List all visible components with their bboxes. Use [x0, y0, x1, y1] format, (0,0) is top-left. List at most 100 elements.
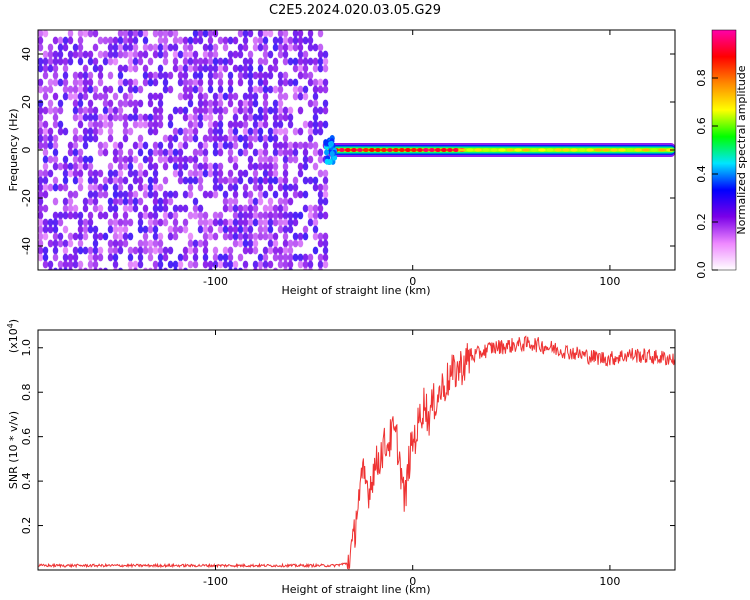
- spectrogram-cell: [157, 43, 164, 52]
- spectrogram-cell: [232, 36, 239, 45]
- signal-peak: [578, 148, 587, 152]
- spectrogram-cell: [82, 246, 89, 255]
- spectrogram-cell: [137, 57, 144, 66]
- spectrogram-cell: [67, 253, 74, 262]
- spectrogram-cell: [152, 183, 159, 192]
- spectrogram-cell: [232, 155, 239, 164]
- spectrogram-cell: [157, 260, 164, 269]
- spectrogram-cell: [72, 71, 79, 80]
- spectrogram-cell: [152, 141, 159, 150]
- spectrogram-cell: [267, 50, 274, 59]
- spectrogram-cell: [72, 155, 79, 164]
- spectrogram-cell: [232, 127, 239, 136]
- spectrogram-cell: [237, 239, 244, 248]
- spectrogram-cell: [132, 36, 139, 45]
- spectrogram-cell: [112, 239, 119, 248]
- signal-peak: [416, 148, 423, 152]
- spectrogram-cell: [167, 134, 174, 143]
- spectrogram-cell: [47, 43, 54, 52]
- spectrogram-cell: [312, 225, 319, 234]
- spectrogram-cell: [282, 197, 289, 206]
- spectrogram-cell: [142, 141, 149, 150]
- spectrogram-cell: [82, 162, 89, 171]
- spectrogram-cell: [252, 239, 259, 248]
- spectrogram-cell: [267, 211, 274, 220]
- spectrogram-cell: [142, 211, 149, 220]
- spectrogram-cell: [172, 127, 179, 136]
- spectrogram-cell: [152, 197, 159, 206]
- spectrogram-cell: [162, 85, 169, 94]
- spectrogram-cell: [227, 218, 234, 227]
- spectrogram-cell: [257, 183, 264, 192]
- spectrogram-cell: [267, 155, 274, 164]
- spectrogram-cell: [142, 155, 149, 164]
- spectrogram-cell: [192, 211, 199, 220]
- spectrogram-cell: [97, 183, 104, 192]
- spectrogram-cell: [292, 218, 299, 227]
- spectrogram-cell: [262, 267, 269, 270]
- spectrogram-cell: [42, 92, 49, 101]
- spectrogram-cell: [267, 85, 274, 94]
- spectrogram-cell: [262, 218, 269, 227]
- spectrogram-cell: [197, 78, 204, 87]
- spectrogram-cell: [62, 71, 69, 80]
- spectrogram-cell: [97, 141, 104, 150]
- spectrogram-cell: [317, 253, 324, 262]
- spectrogram-cell: [292, 155, 299, 164]
- signal-peak: [490, 148, 499, 152]
- spectrogram-cell: [87, 197, 94, 206]
- spectrogram-cell: [202, 155, 209, 164]
- spectrogram-cell: [127, 92, 134, 101]
- spectrogram-cell: [317, 57, 324, 66]
- spectrogram-cell: [207, 43, 214, 52]
- spectrogram-cell: [62, 92, 69, 101]
- spectrogram-cell: [202, 92, 209, 101]
- spectrogram-cell: [152, 113, 159, 122]
- spectrogram-cell: [142, 64, 149, 73]
- spectrogram-cell: [307, 43, 314, 52]
- spectrogram-cell: [77, 50, 84, 59]
- spectrogram-cell: [252, 218, 259, 227]
- spectrogram-x-label: Height of straight line (km): [281, 284, 430, 297]
- spectrogram-cell: [112, 92, 119, 101]
- spectrogram-cell: [282, 106, 289, 115]
- spectrogram-cell: [217, 106, 224, 115]
- spectrogram-cell: [57, 57, 64, 66]
- spectrogram-cell: [247, 246, 254, 255]
- spectrogram-cell: [257, 260, 264, 269]
- spectrogram-cell: [87, 120, 94, 129]
- spectrogram-cell: [322, 106, 329, 115]
- spectrogram-cell: [262, 36, 269, 45]
- spectrogram-cell: [302, 260, 309, 269]
- colorbar-ticks: 0.0 0.2 0.4 0.6 0.8: [695, 69, 718, 279]
- spectrogram-cell: [237, 148, 244, 157]
- signal-peak: [474, 148, 483, 152]
- spectrogram-cell: [197, 113, 204, 122]
- signal-peak: [458, 148, 467, 152]
- spectrogram-cell: [207, 50, 214, 59]
- spectrogram-cell: [107, 106, 114, 115]
- spectrogram-cell: [312, 85, 319, 94]
- spectrogram-cell: [92, 225, 99, 234]
- spectrogram-cell: [57, 127, 64, 136]
- spectrogram-cell: [152, 30, 159, 38]
- spectrogram-cell: [257, 211, 264, 220]
- spectrogram-cell: [107, 36, 114, 45]
- spectrogram-cell: [252, 197, 259, 206]
- spectrogram-cell: [87, 134, 94, 143]
- spectrogram-cell: [302, 64, 309, 73]
- spectrogram-cell: [222, 57, 229, 66]
- spectrogram-cell: [122, 162, 129, 171]
- spectrogram-cell: [197, 120, 204, 129]
- spectrogram-cell: [52, 106, 59, 115]
- spectrogram-cell: [257, 127, 264, 136]
- spectrogram-cell: [262, 162, 269, 171]
- spectrogram-cell: [307, 134, 314, 143]
- spectrogram-cell: [87, 162, 94, 171]
- spectrogram-cell: [182, 43, 189, 52]
- spectrogram-cell: [127, 30, 134, 38]
- spectrogram-cell: [277, 127, 284, 136]
- spectrogram-cell: [317, 64, 324, 73]
- spectrogram-cell: [247, 211, 254, 220]
- spectrogram-cell: [187, 85, 194, 94]
